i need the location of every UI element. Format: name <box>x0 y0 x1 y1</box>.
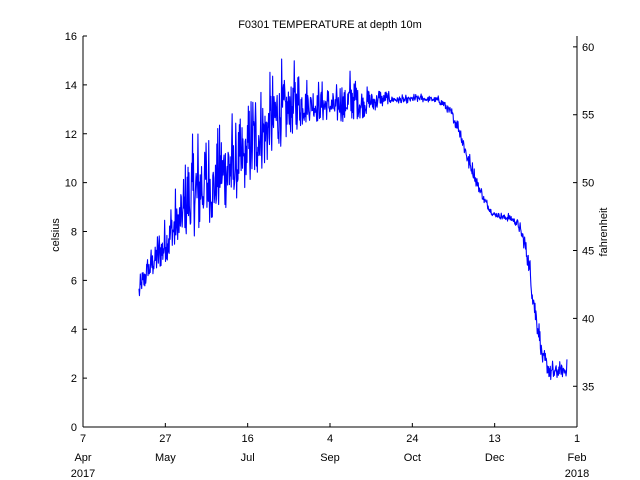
y-tick-label-left: 12 <box>65 129 77 141</box>
y-tick-label-left: 10 <box>65 178 77 190</box>
y-tick-label-left: 16 <box>65 31 77 43</box>
y-tick-label-right: 40 <box>582 313 594 325</box>
x-tick-label-month: Apr <box>74 452 91 464</box>
x-tick-label-day: 4 <box>327 433 333 445</box>
y-axis-label-left: celsius <box>50 218 62 252</box>
y-tick-label-left: 0 <box>71 422 77 434</box>
y-axis-label-right: fahrenheit <box>598 208 610 257</box>
x-tick-label-day: 24 <box>406 433 418 445</box>
x-tick-label-day: 7 <box>80 433 86 445</box>
y-tick-label-left: 8 <box>71 227 77 239</box>
x-tick-label-month: Dec <box>485 452 505 464</box>
y-tick-label-right: 45 <box>582 246 594 258</box>
y-tick-label-right: 50 <box>582 178 594 190</box>
chart-title: F0301 TEMPERATURE at depth 10m <box>238 19 422 31</box>
x-tick-label-day: 13 <box>489 433 501 445</box>
x-tick-label-month: Feb <box>568 452 587 464</box>
x-tick-label-month: May <box>155 452 176 464</box>
x-tick-label-year: 2017 <box>71 468 95 480</box>
y-tick-label-left: 2 <box>71 373 77 385</box>
temperature-series-line <box>138 58 568 381</box>
y-tick-label-left: 4 <box>71 324 77 336</box>
y-tick-label-left: 14 <box>65 80 77 92</box>
y-tick-label-right: 60 <box>582 42 594 54</box>
y-tick-label-right: 35 <box>582 381 594 393</box>
x-tick-label-day: 1 <box>574 433 580 445</box>
x-tick-label-day: 16 <box>242 433 254 445</box>
x-tick-label-day: 27 <box>159 433 171 445</box>
x-tick-label-month: Oct <box>404 452 421 464</box>
plot-area: 02468101214163540455055607Apr201727May16… <box>65 31 595 480</box>
y-tick-label-right: 55 <box>582 110 594 122</box>
y-tick-label-left: 6 <box>71 275 77 287</box>
x-tick-label-month: Sep <box>320 452 340 464</box>
x-tick-label-year: 2018 <box>565 468 589 480</box>
x-tick-label-month: Jul <box>241 452 255 464</box>
